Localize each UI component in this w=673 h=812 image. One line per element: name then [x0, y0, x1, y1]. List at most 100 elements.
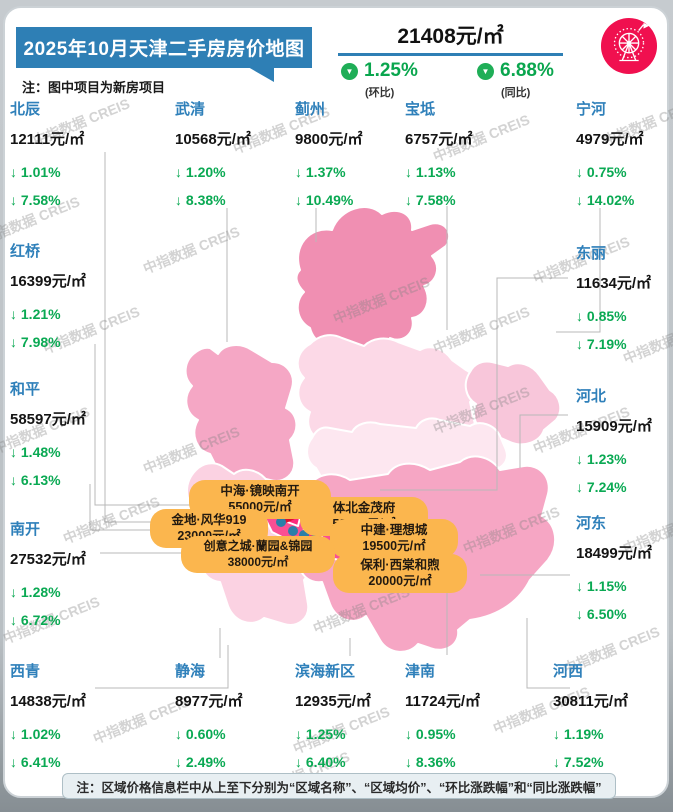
district-card-hongqiao: 红桥 16399元/㎡ ↓ 1.21% ↓ 7.98%: [10, 242, 122, 360]
district-name: 蓟州: [295, 101, 326, 118]
district-price: 12935元/㎡: [295, 693, 371, 710]
district-mom-change: ↓ 1.01%: [10, 164, 61, 180]
project-name: 体北金茂府: [332, 501, 396, 515]
project-name: 中海·镜映南开: [220, 484, 300, 498]
district-card-ninghe: 宁河 4979元/㎡ ↓ 0.75% ↓ 14.02%: [576, 100, 668, 218]
yoy-label: (同比): [501, 87, 531, 99]
district-name: 南开: [10, 521, 41, 538]
project-name: 保利·西棠和煦: [360, 558, 440, 572]
district-yoy-change: ↓ 8.38%: [175, 192, 226, 208]
yoy-stat: ▼ 6.88% (同比): [477, 60, 554, 100]
district-mom-change: ↓ 1.37%: [295, 164, 346, 180]
district-mom-change: ↓ 1.21%: [10, 306, 61, 322]
district-yoy-change: ↓ 6.72%: [10, 612, 61, 628]
down-triangle-icon: ▼: [477, 62, 494, 80]
project-name: 中建·理想城: [360, 523, 428, 537]
district-mom-change: ↓ 1.15%: [576, 578, 627, 594]
district-price: 27532元/㎡: [10, 551, 86, 568]
district-yoy-change: ↓ 14.02%: [576, 192, 635, 208]
district-name: 宁河: [576, 101, 607, 118]
district-name: 和平: [10, 381, 41, 398]
district-yoy-change: ↓ 7.58%: [10, 192, 61, 208]
city-average-price: 21408元/㎡: [397, 25, 504, 48]
district-name: 河北: [576, 388, 607, 405]
mom-stat: ▼ 1.25% (环比): [341, 60, 418, 100]
district-price: 4979元/㎡: [576, 131, 644, 148]
district-card-wuqing: 武清 10568元/㎡ ↓ 1.20% ↓ 8.38%: [175, 100, 287, 218]
district-mom-change: ↓ 1.19%: [553, 726, 604, 742]
district-card-baodi: 宝坻 6757元/㎡ ↓ 1.13% ↓ 7.58%: [405, 100, 517, 218]
project-callout-zhongjian: 中建·理想城 19500元/㎡: [330, 519, 458, 558]
district-yoy-change: ↓ 7.52%: [553, 754, 604, 770]
district-mom-change: ↓ 0.85%: [576, 308, 627, 324]
header-note: 注：图中项目为新房项目: [22, 80, 166, 95]
district-card-dongli: 东丽 11634元/㎡ ↓ 0.85% ↓ 7.19%: [576, 244, 668, 362]
mom-label: (环比): [365, 87, 395, 99]
project-price: 20000元/㎡: [368, 574, 432, 589]
district-card-xiqing: 西青 14838元/㎡ ↓ 1.02% ↓ 6.41%: [10, 662, 122, 780]
district-name: 滨海新区: [295, 663, 356, 680]
district-card-jinghai: 静海 8977元/㎡ ↓ 0.60% ↓ 2.49%: [175, 662, 287, 780]
district-name: 河西: [553, 663, 584, 680]
district-price: 16399元/㎡: [10, 273, 86, 290]
yoy-value: 6.88%: [500, 60, 554, 81]
page-title: 2025年10月天津二手房房价地图: [23, 39, 305, 60]
district-yoy-change: ↓ 7.98%: [10, 334, 61, 350]
district-price: 30811元/㎡: [553, 693, 629, 710]
page-title-banner: 2025年10月天津二手房房价地图: [16, 27, 312, 82]
district-price: 8977元/㎡: [175, 693, 243, 710]
district-yoy-change: ↓ 6.40%: [295, 754, 346, 770]
district-price: 6757元/㎡: [405, 131, 473, 148]
district-mom-change: ↓ 1.13%: [405, 164, 456, 180]
district-name: 东丽: [576, 245, 607, 262]
project-name: 创意之城·蘭园&锦园: [203, 539, 313, 553]
district-mom-change: ↓ 1.23%: [576, 451, 627, 467]
district-price: 18499元/㎡: [576, 545, 652, 562]
district-price: 11724元/㎡: [405, 693, 481, 710]
footer-note-text: 注：区域价格信息栏中从上至下分别为“区域名称”、“区域均价”、“环比涨跌幅”和“…: [76, 780, 602, 795]
district-mom-change: ↓ 0.60%: [175, 726, 226, 742]
district-name: 西青: [10, 663, 41, 680]
district-mom-change: ↓ 0.95%: [405, 726, 456, 742]
district-name: 河东: [576, 515, 607, 532]
down-triangle-icon: ▼: [341, 62, 358, 80]
district-price: 9800元/㎡: [295, 131, 363, 148]
district-card-heping: 和平 58597元/㎡ ↓ 1.48% ↓ 6.13%: [10, 380, 122, 498]
district-card-jizhou: 蓟州 9800元/㎡ ↓ 1.37% ↓ 10.49%: [295, 100, 407, 218]
district-mom-change: ↓ 0.75%: [576, 164, 627, 180]
district-price: 14838元/㎡: [10, 693, 86, 710]
district-price: 12111元/㎡: [10, 131, 85, 148]
header-divider: [338, 53, 563, 56]
district-card-hebei: 河北 15909元/㎡ ↓ 1.23% ↓ 7.24%: [576, 387, 668, 505]
banner-tail: [248, 67, 274, 82]
district-card-binhai: 滨海新区 12935元/㎡ ↓ 1.25% ↓ 6.40%: [295, 662, 407, 780]
district-price: 11634元/㎡: [576, 275, 652, 292]
district-name: 武清: [175, 101, 206, 118]
project-price: 38000元/㎡: [227, 554, 289, 569]
district-price: 15909元/㎡: [576, 418, 652, 435]
district-name: 北辰: [10, 101, 41, 118]
district-yoy-change: ↓ 7.19%: [576, 336, 627, 352]
district-mom-change: ↓ 1.28%: [10, 584, 61, 600]
district-yoy-change: ↓ 7.58%: [405, 192, 456, 208]
district-card-beichen: 北辰 12111元/㎡ ↓ 1.01% ↓ 7.58%: [10, 100, 122, 218]
district-name: 宝坻: [405, 101, 436, 118]
creis-tianjin-eye-logo-icon: [600, 17, 658, 75]
district-mom-change: ↓ 1.25%: [295, 726, 346, 742]
district-card-nankai: 南开 27532元/㎡ ↓ 1.28% ↓ 6.72%: [10, 520, 122, 638]
district-mom-change: ↓ 1.02%: [10, 726, 61, 742]
district-card-jinnan: 津南 11724元/㎡ ↓ 0.95% ↓ 8.36%: [405, 662, 517, 780]
district-yoy-change: ↓ 8.36%: [405, 754, 456, 770]
project-price: 19500元/㎡: [362, 539, 426, 554]
district-yoy-change: ↓ 6.41%: [10, 754, 61, 770]
district-price: 10568元/㎡: [175, 131, 251, 148]
district-yoy-change: ↓ 6.13%: [10, 472, 61, 488]
district-yoy-change: ↓ 10.49%: [295, 192, 354, 208]
district-mom-change: ↓ 1.20%: [175, 164, 226, 180]
mom-value: 1.25%: [364, 60, 418, 81]
district-name: 津南: [405, 663, 436, 680]
project-name: 金地·风华919: [171, 513, 247, 527]
district-yoy-change: ↓ 7.24%: [576, 479, 627, 495]
project-callout-chuangyi: 创意之城·蘭园&锦园 38000元/㎡: [181, 536, 335, 574]
project-callout-baoli: 保利·西棠和煦 20000元/㎡: [333, 554, 467, 593]
